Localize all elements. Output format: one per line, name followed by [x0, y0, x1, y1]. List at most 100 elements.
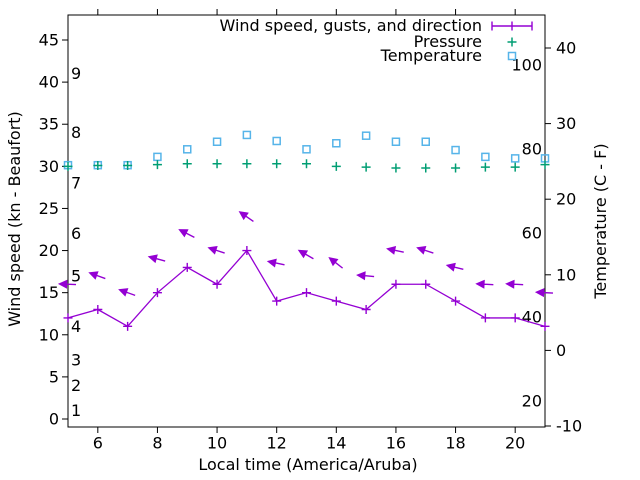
pressure-point [63, 161, 73, 171]
wind-speed-point [421, 279, 431, 289]
wind-speed-point [510, 313, 520, 323]
pressure-point [510, 162, 520, 172]
beaufort-scale-labels: 1 2 3 4 5 6 7 8 9 [71, 64, 81, 420]
x-tick-label: 8 [152, 434, 162, 453]
legend-wind-errorbar-symbol [491, 21, 533, 31]
gust-arrow [505, 279, 524, 289]
y-right-tick-label: 10 [556, 265, 576, 284]
gust-arrow [266, 258, 285, 268]
pressure-point [331, 161, 341, 171]
temperature-point [361, 131, 371, 140]
y-left-tick-label: 10 [39, 325, 59, 344]
pressure-point [152, 160, 162, 170]
fahrenheit-label: 60 [522, 223, 542, 242]
temperature-point [153, 152, 162, 162]
wind-speed-point [63, 313, 73, 323]
temperature-point [481, 152, 490, 162]
wind-speed-point [152, 288, 162, 298]
gust-arrow [416, 246, 434, 255]
beaufort-label: 4 [71, 317, 81, 336]
pressure-point [242, 159, 252, 169]
wind-speed-point [272, 296, 282, 306]
y-left-tick-label: 35 [39, 115, 59, 134]
gust-arrow [238, 211, 254, 223]
temperature-point [332, 139, 341, 148]
temperature-point [391, 137, 401, 146]
x-tick-label: 12 [267, 434, 287, 453]
temperature-point [302, 145, 311, 154]
x-tick-label: 16 [386, 434, 406, 453]
wind-speed-point [93, 305, 103, 315]
beaufort-label: 1 [71, 401, 81, 420]
wind-speed-point [182, 262, 192, 272]
x-axis: 6 8 10 12 14 16 18 20 [93, 9, 525, 453]
wind-speed-point [242, 246, 252, 256]
wind-speed-point [361, 305, 371, 315]
gust-arrow [386, 245, 404, 255]
gust-arrow [534, 288, 554, 298]
temperature-point [510, 154, 520, 163]
fahrenheit-label: 40 [522, 307, 542, 326]
beaufort-label: 8 [71, 123, 81, 142]
legend-symbols [491, 21, 533, 61]
y-left-tick-label: 45 [39, 31, 59, 50]
wind-speed-point [212, 279, 222, 289]
plot-border [67, 14, 546, 428]
y-right-tick-label: -10 [556, 417, 582, 436]
y-left-tick-label: 40 [39, 73, 59, 92]
y-right-tick-label: 0 [556, 341, 566, 360]
x-tick-label: 20 [505, 434, 525, 453]
y-left-tick-label: 0 [49, 410, 59, 429]
pressure-point [182, 159, 192, 169]
gust-arrow [356, 271, 375, 281]
beaufort-label: 2 [71, 376, 81, 395]
fahrenheit-label: 20 [522, 391, 542, 410]
temperature-point [183, 145, 192, 154]
gust-arrow [328, 256, 344, 269]
legend-pressure-plus-symbol [507, 37, 517, 47]
y-left-tick-label: 15 [39, 283, 59, 302]
gust-arrows [57, 211, 554, 298]
beaufort-label: 7 [71, 174, 81, 193]
wind-speed-point [391, 279, 401, 289]
y-right-tick-label: 40 [556, 39, 576, 58]
pressure-point [302, 159, 311, 169]
pressure-point [451, 163, 461, 173]
x-tick-label: 14 [326, 434, 346, 453]
gust-arrow [88, 271, 106, 280]
pressure-point [123, 160, 133, 170]
wind-speed-point [123, 321, 133, 331]
x-tick-label: 10 [207, 434, 227, 453]
temperature-point [421, 137, 430, 146]
pressure-point [93, 160, 103, 170]
beaufort-label: 5 [71, 266, 81, 285]
pressure-point [361, 162, 371, 172]
temperature-point [242, 130, 252, 140]
y-left-tick-label: 25 [39, 199, 59, 218]
y-left-tick-label: 20 [39, 241, 59, 260]
gust-arrow [178, 229, 195, 238]
gust-arrow [475, 279, 494, 289]
gust-arrow [118, 288, 136, 297]
pressure-point [421, 163, 431, 173]
y-axis-left: 0 5 10 15 20 25 30 35 40 45 [39, 31, 68, 429]
x-tick-label: 6 [93, 434, 103, 453]
wind-speed-point [331, 296, 341, 306]
fahrenheit-label: 80 [522, 139, 542, 158]
y-axis-right: -10 0 10 20 30 40 [545, 39, 582, 436]
pressure-point [272, 159, 282, 169]
fahrenheit-scale-labels: 20 40 60 80 100 [511, 55, 542, 410]
gust-arrow [297, 249, 314, 260]
fahrenheit-label: 100 [511, 55, 542, 74]
pressure-point [540, 160, 550, 170]
wind-speed-series [63, 246, 550, 331]
legend-temperature-square-symbol [507, 51, 517, 61]
gust-arrow [57, 279, 77, 289]
beaufort-label: 6 [71, 224, 81, 243]
beaufort-label: 3 [71, 351, 81, 370]
temperature-point [451, 145, 460, 155]
wind-speed-point [540, 321, 550, 331]
wind-speed-point [480, 313, 490, 323]
y-left-tick-label: 5 [49, 367, 59, 386]
